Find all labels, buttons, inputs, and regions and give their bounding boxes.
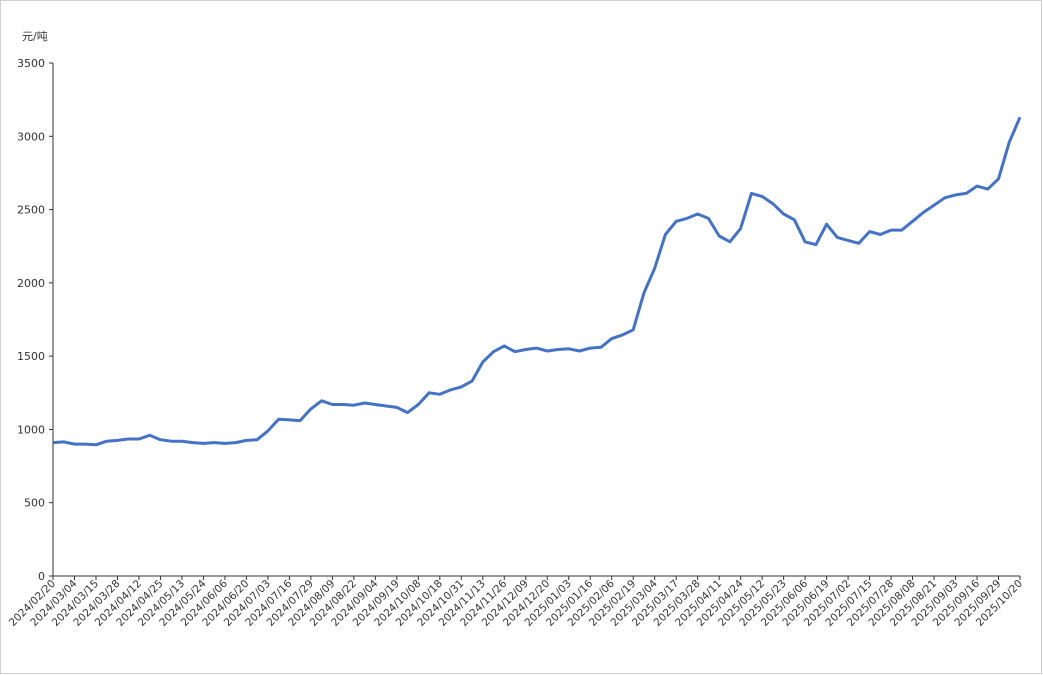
y-tick-label: 3500	[17, 57, 45, 70]
y-axis-label: 元/吨	[22, 30, 48, 43]
y-tick-label: 500	[24, 497, 45, 510]
y-tick-label: 2000	[17, 277, 45, 290]
y-tick-label: 1000	[17, 423, 45, 436]
y-tick-label: 3000	[17, 130, 45, 143]
y-tick-label: 0	[38, 570, 45, 583]
y-tick-label: 2500	[17, 204, 45, 217]
y-tick-label: 1500	[17, 350, 45, 363]
line-series	[52, 116, 1022, 447]
